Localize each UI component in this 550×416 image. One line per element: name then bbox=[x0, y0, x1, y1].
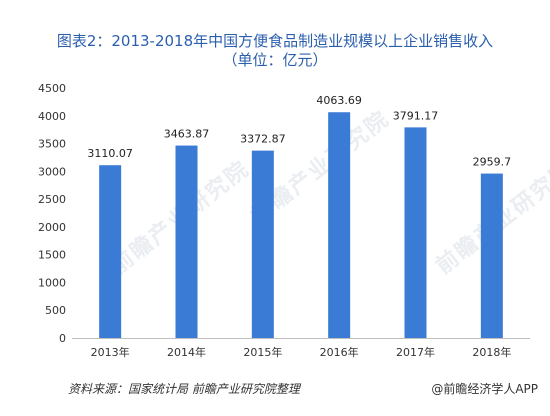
bar-5 bbox=[404, 127, 427, 338]
data-label: 3110.07 bbox=[87, 147, 133, 160]
y-tick-label: 3000 bbox=[38, 165, 66, 178]
x-tick-label: 2018年 bbox=[472, 345, 511, 359]
x-tick-label: 2017年 bbox=[396, 345, 435, 359]
chart-title: 图表2：2013-2018年中国方便食品制造业规模以上企业销售收入 bbox=[56, 32, 494, 50]
y-tick-label: 500 bbox=[45, 304, 66, 317]
data-label: 3791.17 bbox=[393, 109, 439, 122]
y-tick-label: 1500 bbox=[38, 249, 66, 262]
x-tick-label: 2015年 bbox=[243, 345, 282, 359]
bar-2 bbox=[175, 145, 198, 338]
y-tick-label: 2500 bbox=[38, 193, 66, 206]
data-label: 4063.69 bbox=[316, 94, 362, 107]
y-axis: 0 500 1000 1500 2000 2500 3000 3500 4000 4500 bbox=[38, 82, 66, 345]
x-tick-label: 2013年 bbox=[91, 345, 130, 359]
source-note: 资料来源：国家统计局 前瞻产业研究院整理 bbox=[68, 382, 300, 396]
y-tick-label: 0 bbox=[59, 332, 66, 345]
bar-3 bbox=[251, 150, 274, 338]
y-tick-label: 3500 bbox=[38, 138, 66, 151]
bar-1 bbox=[99, 165, 122, 338]
bar-6 bbox=[480, 173, 503, 338]
data-label: 3372.87 bbox=[240, 133, 286, 146]
x-tick-label: 2016年 bbox=[320, 345, 359, 359]
y-tick-label: 1000 bbox=[38, 276, 66, 289]
y-tick-label: 4000 bbox=[38, 110, 66, 123]
x-axis: 2013年 2014年 2015年 2016年 2017年 2018年 bbox=[91, 345, 512, 359]
y-tick-label: 4500 bbox=[38, 82, 66, 95]
x-tick-label: 2014年 bbox=[167, 345, 206, 359]
data-label: 3463.87 bbox=[164, 128, 210, 141]
bar-4 bbox=[328, 112, 351, 338]
bars bbox=[99, 112, 503, 338]
data-label: 2959.7 bbox=[473, 156, 512, 169]
value-labels: 3110.07 3463.87 3372.87 4063.69 3791.17 2959.… bbox=[87, 94, 511, 168]
brand-credit: @前瞻经济学人APP bbox=[431, 382, 538, 396]
y-tick-label: 2000 bbox=[38, 221, 66, 234]
chart-subtitle: （单位：亿元） bbox=[222, 51, 328, 69]
